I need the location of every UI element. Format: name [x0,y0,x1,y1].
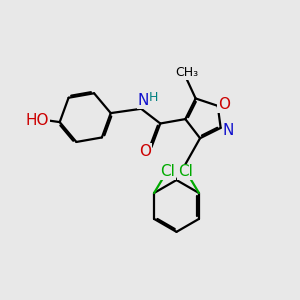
Text: H: H [149,91,158,104]
Text: CH₃: CH₃ [175,66,198,80]
Text: Cl: Cl [160,164,175,179]
Text: O: O [218,97,230,112]
Text: N: N [138,93,149,108]
Text: N: N [222,123,234,138]
Text: Cl: Cl [178,164,193,179]
Text: HO: HO [26,113,50,128]
Text: O: O [140,144,152,159]
